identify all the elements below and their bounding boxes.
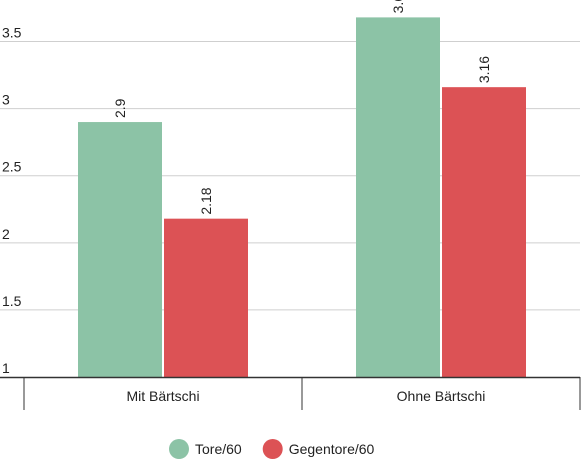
y-tick-label: 2	[2, 226, 10, 242]
y-axis: 1 1.5 2 2.5 3 3.5	[2, 25, 22, 376]
x-tick-label: Mit Bärtschi	[126, 388, 199, 404]
x-axis: Mit Bärtschi Ohne Bärtschi	[0, 376, 581, 410]
data-labels: 2.9 2.18 3.68 3.16	[112, 0, 492, 215]
bar	[164, 218, 248, 377]
data-label: 3.68	[390, 0, 406, 13]
legend: Tore/60 Gegentore/60	[169, 439, 375, 459]
y-tick-label: 3.5	[2, 25, 22, 41]
legend-label: Tore/60	[195, 441, 242, 457]
bar	[78, 122, 162, 378]
data-label: 3.16	[476, 56, 492, 83]
y-tick-label: 1	[2, 360, 10, 376]
legend-swatch	[262, 439, 283, 459]
bar	[442, 87, 526, 378]
data-label: 2.18	[198, 187, 214, 214]
data-label: 2.9	[112, 98, 128, 118]
bar	[356, 17, 440, 377]
bars	[78, 17, 526, 378]
legend-label: Gegentore/60	[289, 441, 375, 457]
x-tick-label: Ohne Bärtschi	[397, 388, 486, 404]
y-tick-label: 1.5	[2, 293, 22, 309]
y-tick-label: 3	[2, 92, 10, 108]
y-tick-label: 2.5	[2, 159, 22, 175]
legend-swatch	[169, 439, 189, 459]
